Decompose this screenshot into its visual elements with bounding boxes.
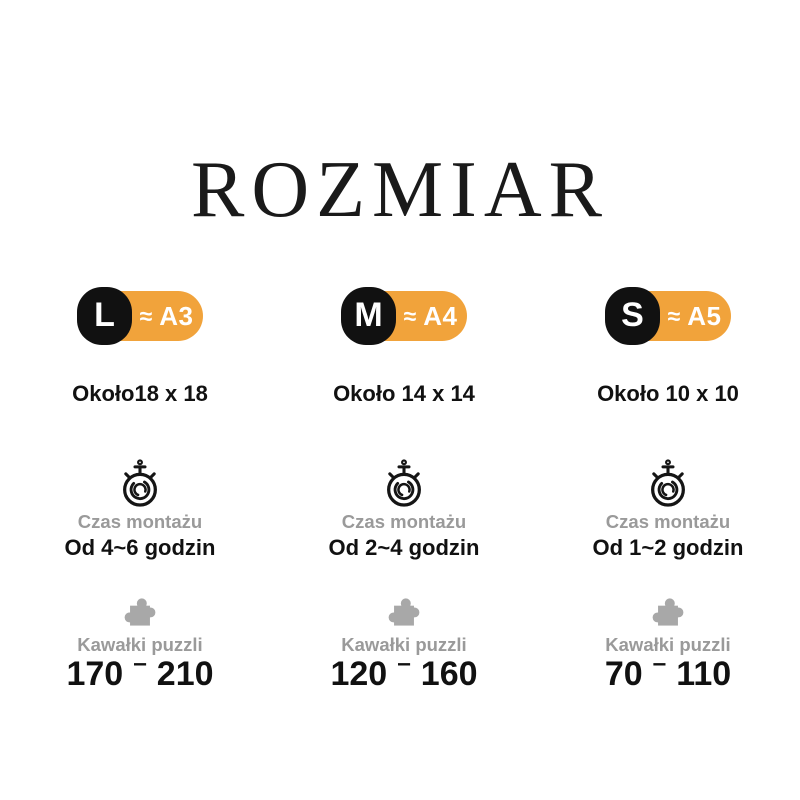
size-badge-m: M ≈ A4 xyxy=(341,287,467,345)
paper-size: A5 xyxy=(687,300,722,331)
size-letter: M xyxy=(341,287,396,345)
paper-size: A3 xyxy=(159,300,194,331)
size-column-m: M ≈ A4 Około 14 x 14 Czas m xyxy=(328,287,480,693)
page-title: ROZMIAR xyxy=(191,145,609,234)
size-column-l: L ≈ A3 Około18 x 18 Czas mo xyxy=(64,287,216,693)
approx-symbol: ≈ xyxy=(667,302,681,329)
size-badge-s: S ≈ A5 xyxy=(605,287,731,345)
size-columns: L ≈ A3 Około18 x 18 Czas mo xyxy=(8,287,800,691)
pieces-range: 70 – 110 xyxy=(604,650,732,693)
size-badge-l: L ≈ A3 xyxy=(77,287,203,345)
dimensions-text: Około 10 x 10 xyxy=(597,381,739,406)
size-letter: S xyxy=(605,287,660,345)
paper-size-label: ≈ A5 xyxy=(660,291,729,341)
stopwatch-icon xyxy=(645,459,691,507)
stopwatch-icon xyxy=(381,459,427,507)
pieces-max: 160 xyxy=(420,655,478,693)
range-dash: – xyxy=(397,649,411,677)
approx-symbol: ≈ xyxy=(403,302,417,329)
approx-symbol: ≈ xyxy=(139,302,153,329)
assembly-time-label: Czas montażu xyxy=(77,511,203,532)
assembly-time-label: Czas montażu xyxy=(341,511,467,532)
paper-size: A4 xyxy=(423,300,458,331)
assembly-time-value: Od 1~2 godzin xyxy=(592,535,744,560)
range-dash: – xyxy=(133,649,147,677)
pieces-range: 120 – 160 xyxy=(330,650,478,693)
pieces-min: 120 xyxy=(330,655,388,693)
pieces-label: Kawałki puzzli xyxy=(77,634,203,655)
dimensions-text: Około 14 x 14 xyxy=(333,381,475,406)
range-dash: – xyxy=(652,649,667,677)
pieces-min: 70 xyxy=(604,655,643,693)
paper-size-label: ≈ A3 xyxy=(132,291,201,341)
pieces-max: 210 xyxy=(156,655,214,693)
puzzle-piece-icon xyxy=(120,593,160,631)
pieces-label: Kawałki puzzli xyxy=(605,634,731,655)
pieces-min: 170 xyxy=(66,655,124,693)
size-letter: L xyxy=(77,287,132,345)
puzzle-piece-icon xyxy=(384,593,424,631)
dimensions-text: Około18 x 18 xyxy=(72,381,208,406)
size-column-s: S ≈ A5 Około 10 x 10 Czas m xyxy=(592,287,744,693)
assembly-time-value: Od 4~6 godzin xyxy=(64,535,216,560)
puzzle-piece-icon xyxy=(648,593,688,631)
assembly-time-label: Czas montażu xyxy=(605,511,731,532)
stopwatch-icon xyxy=(117,459,163,507)
pieces-max: 110 xyxy=(676,655,732,693)
assembly-time-value: Od 2~4 godzin xyxy=(328,535,480,560)
pieces-range: 170 – 210 xyxy=(66,650,214,693)
paper-size-label: ≈ A4 xyxy=(396,291,465,341)
pieces-label: Kawałki puzzli xyxy=(341,634,467,655)
